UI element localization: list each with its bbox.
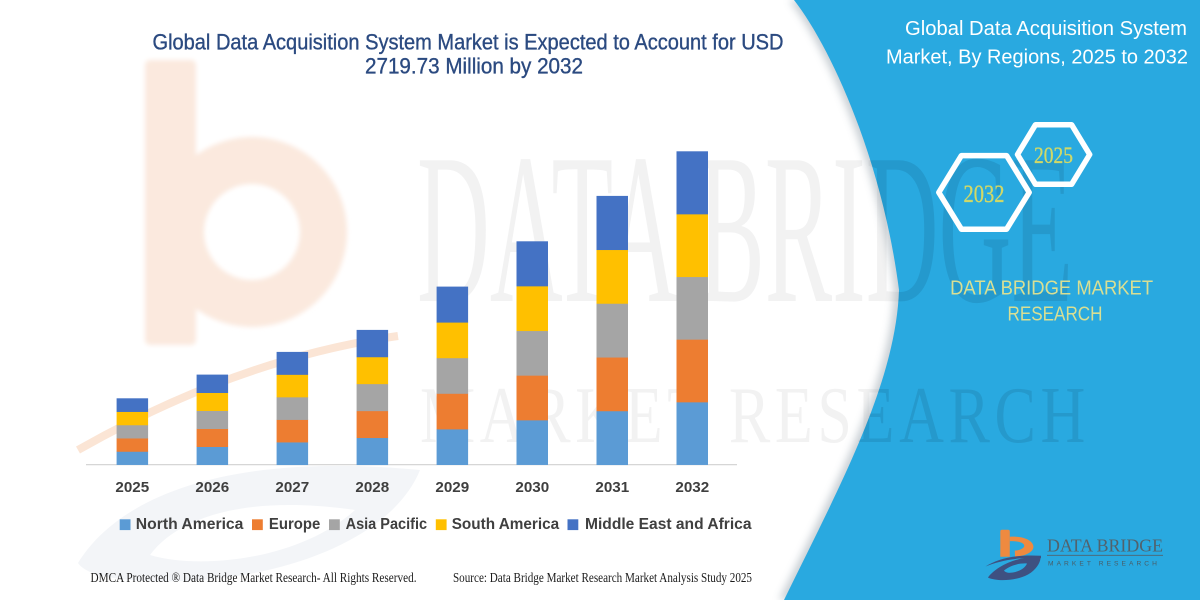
svg-text:North America: North America xyxy=(136,516,244,533)
svg-text:Global Data Acquisition System: Global Data Acquisition System xyxy=(905,17,1187,40)
svg-text:Source: Data Bridge Market Res: Source: Data Bridge Market Research Mark… xyxy=(453,570,752,585)
svg-text:South America: South America xyxy=(452,516,560,533)
svg-text:2025: 2025 xyxy=(1034,143,1073,168)
svg-text:2032: 2032 xyxy=(964,181,1005,208)
svg-text:2026: 2026 xyxy=(195,479,229,496)
svg-text:2027: 2027 xyxy=(275,479,309,496)
svg-text:Market, By Regions, 2025 to 20: Market, By Regions, 2025 to 2032 xyxy=(886,46,1188,69)
svg-text:2028: 2028 xyxy=(355,479,389,496)
svg-text:2030: 2030 xyxy=(515,479,549,496)
svg-text:2032: 2032 xyxy=(675,479,709,496)
svg-text:2719.73 Million by 2032: 2719.73 Million by 2032 xyxy=(365,54,583,79)
svg-text:Global Data Acquisition System: Global Data Acquisition System Market is… xyxy=(153,30,784,55)
svg-text:Europe: Europe xyxy=(269,516,320,533)
svg-text:DATA BRIDGE MARKET: DATA BRIDGE MARKET xyxy=(950,277,1153,300)
svg-text:Asia Pacific: Asia Pacific xyxy=(346,516,428,533)
svg-text:2031: 2031 xyxy=(595,479,629,496)
svg-text:DMCA Protected ® Data Bridge M: DMCA Protected ® Data Bridge Market Rese… xyxy=(91,570,417,585)
svg-text:2029: 2029 xyxy=(435,479,469,496)
svg-text:DATA BRIDGE: DATA BRIDGE xyxy=(1047,536,1163,556)
svg-text:2025: 2025 xyxy=(115,479,149,496)
svg-text:Middle East and Africa: Middle East and Africa xyxy=(585,516,752,533)
svg-text:MARKET RESEARCH: MARKET RESEARCH xyxy=(1048,561,1160,568)
svg-text:RESEARCH: RESEARCH xyxy=(1008,302,1103,325)
